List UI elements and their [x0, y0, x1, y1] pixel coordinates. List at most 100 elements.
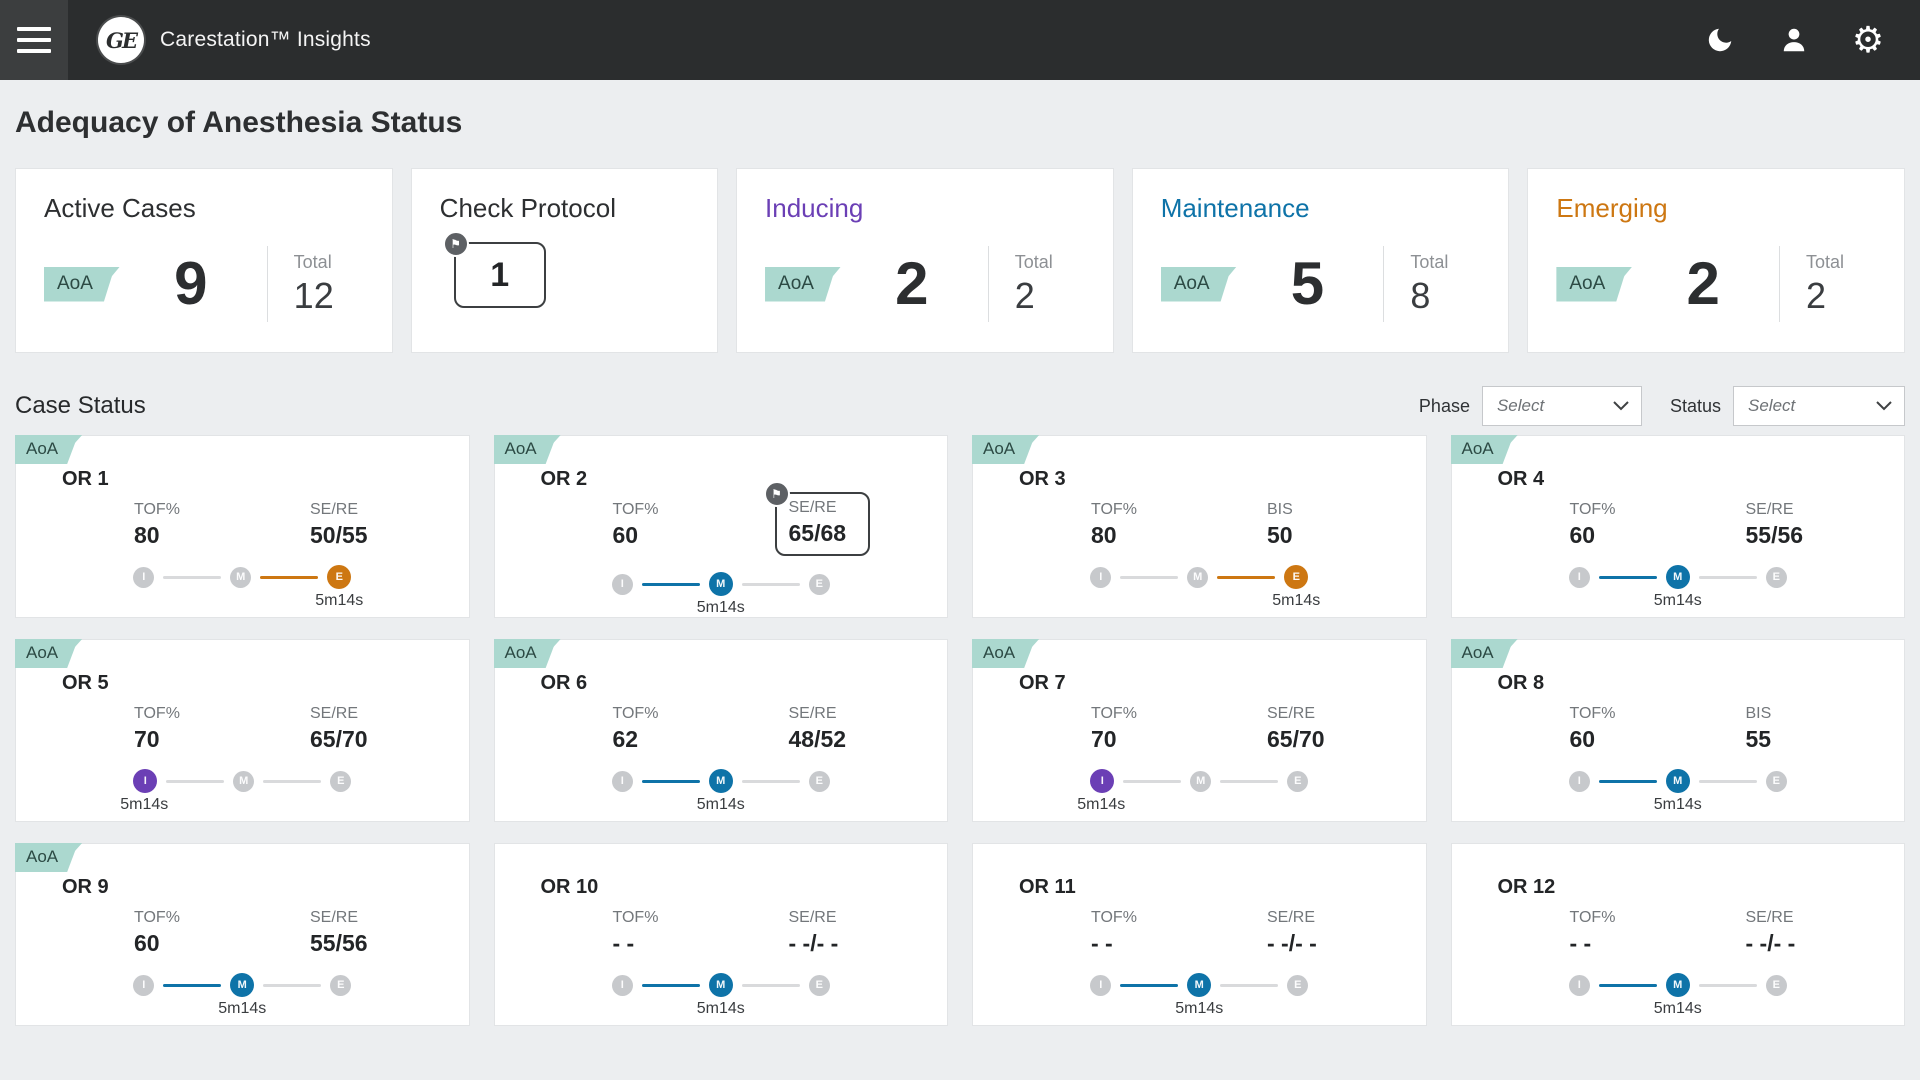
aoa-badge-label: AoA — [1556, 267, 1627, 302]
phase-track: I M E 5m14s — [1090, 565, 1320, 609]
summary-card-emerging[interactable]: Emerging AoA 2 Total 2 — [1527, 168, 1906, 353]
metric-value: 65/70 — [310, 726, 368, 752]
or-card-12[interactable]: OR 12 TOF% - - SE/RE - -/- - I M E 5m14s — [1450, 843, 1905, 1026]
or-card-7[interactable]: AoA OR 7 TOF% 70 SE/RE 65/70 I M E 5m14s — [972, 639, 1427, 822]
phase-node-inducing: I — [611, 573, 633, 595]
metric-value: 55/56 — [310, 930, 368, 956]
status-select[interactable]: Select — [1733, 386, 1905, 426]
track-segment — [741, 983, 800, 987]
or-card-11[interactable]: OR 11 TOF% - - SE/RE - -/- - I M E 5m14s — [972, 843, 1427, 1026]
aoa-count: 5 — [1290, 250, 1325, 317]
aoa-badge-fold-icon — [1508, 639, 1518, 649]
aoa-badge-label: AoA — [494, 639, 557, 668]
aoa-badge: AoA — [494, 435, 561, 464]
track-segment — [741, 779, 800, 783]
track-segment — [1598, 983, 1657, 987]
metric-sere: SE/RE 50/55 — [310, 501, 368, 549]
or-card-6[interactable]: AoA OR 6 TOF% 62 SE/RE 48/52 I M E 5m14s — [493, 639, 948, 822]
summary-card-active-cases[interactable]: Active Cases AoA 9 Total 12 — [15, 168, 393, 353]
phase-node-maintenance: M — [708, 572, 733, 596]
phase-elapsed-time: 5m14s — [218, 1000, 267, 1017]
phase-select[interactable]: Select — [1481, 386, 1642, 426]
aoa-badge-fold-icon — [551, 639, 561, 649]
phase-node-maintenance: M — [708, 973, 733, 997]
or-card-4[interactable]: AoA OR 4 TOF% 60 SE/RE 55/56 I M E 5m14s — [1450, 435, 1905, 618]
or-card-3[interactable]: AoA OR 3 TOF% 80 BIS 50 I M E 5m14s — [972, 435, 1427, 618]
total-label: Total — [293, 251, 332, 272]
phase-node-inducing: I — [1568, 566, 1590, 588]
summary-cards-row: Active Cases AoA 9 Total 12 Check Protoc… — [15, 168, 1906, 353]
aoa-badge-fold-icon — [1226, 266, 1237, 279]
phase-node-emerging: E — [1287, 974, 1309, 996]
phase-node-emerging: E — [1765, 566, 1787, 588]
summary-card-title: Active Cases — [44, 193, 196, 223]
aoa-badge-fold-icon — [73, 843, 83, 853]
settings-button[interactable]: ⚙ — [1850, 22, 1886, 58]
theme-toggle-button[interactable] — [1702, 22, 1738, 58]
phase-elapsed-time: 5m14s — [696, 796, 745, 813]
metric-value: 55 — [1745, 726, 1772, 752]
track-segment — [1698, 779, 1757, 783]
chevron-down-icon — [1613, 401, 1629, 411]
metric-label: TOF% — [612, 705, 659, 722]
or-card-10[interactable]: OR 10 TOF% - - SE/RE - -/- - I M E 5m14s — [493, 843, 948, 1026]
total-label: Total — [1014, 251, 1053, 272]
aoa-badge-label: AoA — [44, 267, 115, 302]
aoa-badge-label: AoA — [765, 267, 836, 302]
or-card-9[interactable]: AoA OR 9 TOF% 60 SE/RE 55/56 I M E 5m14s — [15, 843, 470, 1026]
or-card-1[interactable]: AoA OR 1 TOF% 80 SE/RE 50/55 I M E 5m14s — [15, 435, 470, 618]
divider — [1383, 246, 1385, 322]
aoa-badge-fold-icon — [830, 266, 841, 279]
metric-tof: TOF% - - — [613, 909, 789, 957]
divider — [266, 246, 268, 322]
metric-sere-flagged: SE/RE 65/68 — [763, 481, 871, 556]
summary-card-check-protocol[interactable]: Check Protocol 1 — [410, 168, 719, 353]
phase-elapsed-time: 5m14s — [1653, 796, 1702, 813]
metric-value: 50/55 — [310, 522, 368, 548]
phase-node-emerging: E — [1284, 565, 1309, 589]
metric-sere: SE/RE - -/- - — [789, 909, 839, 957]
summary-card-maintenance[interactable]: Maintenance AoA 5 Total 8 — [1131, 168, 1510, 353]
metric-sere: SE/RE 65/70 — [310, 705, 368, 753]
metric-label: SE/RE — [310, 501, 359, 518]
status-filter-label: Status — [1669, 395, 1721, 416]
aoa-badge: AoA — [15, 843, 83, 872]
page-title: Adequacy of Anesthesia Status — [15, 106, 463, 139]
aoa-badge: AoA — [1556, 266, 1633, 302]
phase-node-emerging: E — [1765, 770, 1787, 792]
metric-label: BIS — [1267, 501, 1293, 518]
metric-value: - -/- - — [1745, 930, 1796, 956]
phase-track: I M E 5m14s — [120, 769, 352, 813]
metric-tof: TOF% 80 — [134, 501, 310, 549]
metric-sere: SE/RE - -/- - — [1267, 909, 1317, 957]
phase-node-inducing: I — [611, 974, 633, 996]
or-card-2[interactable]: AoA OR 2 TOF% 60 SE/RE 65/68 I M E 5m14s — [493, 435, 948, 618]
aoa-badge: AoA — [1161, 266, 1237, 302]
aoa-badge-label: AoA — [1161, 267, 1232, 302]
metric-value: 60 — [134, 930, 160, 956]
or-card-5[interactable]: AoA OR 5 TOF% 70 SE/RE 65/70 I M E 5m14s — [15, 639, 470, 822]
aoa-badge-label: AoA — [494, 435, 557, 464]
phase-track: I M E 5m14s — [611, 769, 830, 813]
track-segment — [641, 983, 700, 987]
or-card-8[interactable]: AoA OR 8 TOF% 60 BIS 55 I M E 5m14s — [1450, 639, 1905, 822]
hamburger-icon — [17, 27, 51, 31]
phase-node-emerging: E — [330, 770, 352, 792]
metric-sere: SE/RE 55/56 — [310, 909, 368, 957]
phase-elapsed-time: 5m14s — [696, 599, 745, 616]
metric-value: 70 — [1091, 726, 1117, 752]
summary-card-title: Emerging — [1556, 193, 1668, 223]
user-button[interactable] — [1776, 22, 1812, 58]
track-segment — [1120, 575, 1179, 579]
track-segment — [1217, 575, 1276, 579]
or-name: OR 10 — [540, 876, 599, 898]
phase-node-maintenance: M — [230, 973, 255, 997]
phase-node-inducing: I — [133, 769, 158, 793]
aoa-badge: AoA — [1451, 639, 1518, 668]
metric-label: TOF% — [1569, 909, 1616, 926]
aoa-badge-fold-icon — [1622, 266, 1633, 279]
hamburger-menu-button[interactable] — [0, 0, 68, 80]
metric-sere: SE/RE 55/56 — [1746, 501, 1804, 549]
phase-node-inducing: I — [1568, 974, 1590, 996]
summary-card-inducing[interactable]: Inducing AoA 2 Total 2 — [736, 168, 1114, 353]
